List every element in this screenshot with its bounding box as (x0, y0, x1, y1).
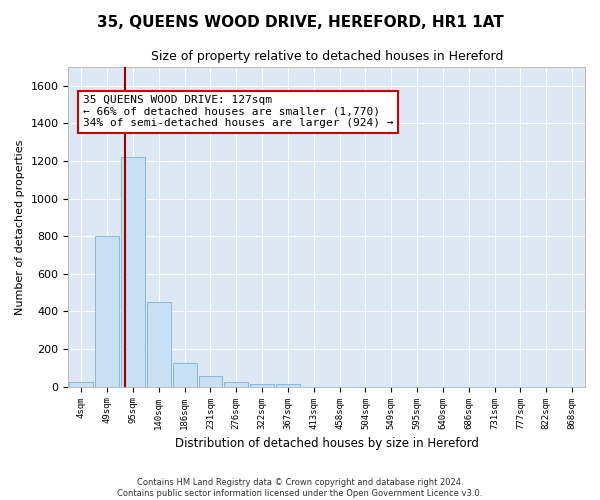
Bar (95, 236, 119, 386)
Bar (250, 384, 274, 386)
Text: 35 QUEENS WOOD DRIVE: 127sqm
← 66% of detached houses are smaller (1,770)
34% of: 35 QUEENS WOOD DRIVE: 127sqm ← 66% of de… (83, 95, 393, 128)
Title: Size of property relative to detached houses in Hereford: Size of property relative to detached ho… (151, 50, 503, 63)
Text: Contains HM Land Registry data © Crown copyright and database right 2024.
Contai: Contains HM Land Registry data © Crown c… (118, 478, 482, 498)
Bar (199, 376, 223, 386)
X-axis label: Distribution of detached houses by size in Hereford: Distribution of detached houses by size … (175, 437, 479, 450)
Bar (276, 384, 300, 386)
Bar (70, 382, 93, 386)
Bar (224, 382, 248, 386)
Bar (147, 302, 170, 386)
Bar (121, 157, 145, 386)
Text: 35, QUEENS WOOD DRIVE, HEREFORD, HR1 1AT: 35, QUEENS WOOD DRIVE, HEREFORD, HR1 1AT (97, 15, 503, 30)
Bar (173, 363, 197, 386)
Y-axis label: Number of detached properties: Number of detached properties (15, 139, 25, 314)
